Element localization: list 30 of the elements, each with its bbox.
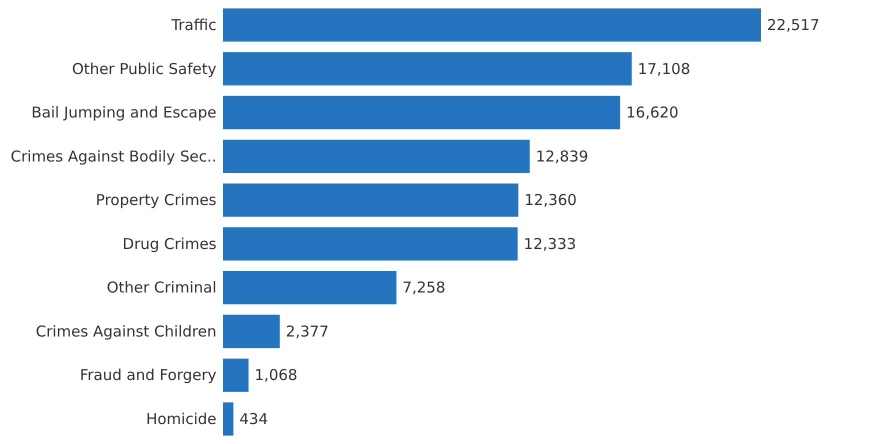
y-tick-label: Bail Jumping and Escape — [31, 104, 216, 122]
y-tick-label: Fraud and Forgery — [80, 366, 217, 384]
y-tick-label: Homicide — [146, 410, 216, 428]
bar — [223, 183, 518, 217]
data-label: 17,108 — [638, 60, 690, 78]
bar — [223, 358, 249, 392]
data-label: 434 — [239, 410, 268, 428]
data-label: 22,517 — [767, 16, 820, 34]
data-label: 12,360 — [524, 191, 577, 210]
bar — [223, 402, 234, 436]
bar — [223, 314, 280, 348]
y-tick-label: Drug Crimes — [122, 234, 217, 253]
bar — [223, 227, 518, 261]
bar — [223, 8, 761, 42]
y-tick-label: Traffic — [170, 16, 216, 34]
bar — [223, 96, 620, 130]
data-label: 1,068 — [254, 366, 298, 384]
y-tick-label: Crimes Against Children — [36, 322, 216, 340]
y-tick-label: Other Public Safety — [72, 60, 217, 78]
bar — [223, 52, 632, 86]
data-label: 2,377 — [286, 322, 329, 340]
data-label: 12,839 — [536, 147, 588, 166]
y-tick-label: Property Crimes — [96, 191, 217, 210]
bar — [223, 271, 396, 304]
data-label: 7,258 — [402, 278, 446, 297]
bar — [223, 140, 530, 173]
y-tick-label: Other Criminal — [106, 278, 216, 297]
data-label: 12,333 — [524, 234, 576, 253]
data-label: 16,620 — [626, 104, 679, 122]
y-tick-label: Crimes Against Bodily Sec.. — [10, 147, 216, 166]
